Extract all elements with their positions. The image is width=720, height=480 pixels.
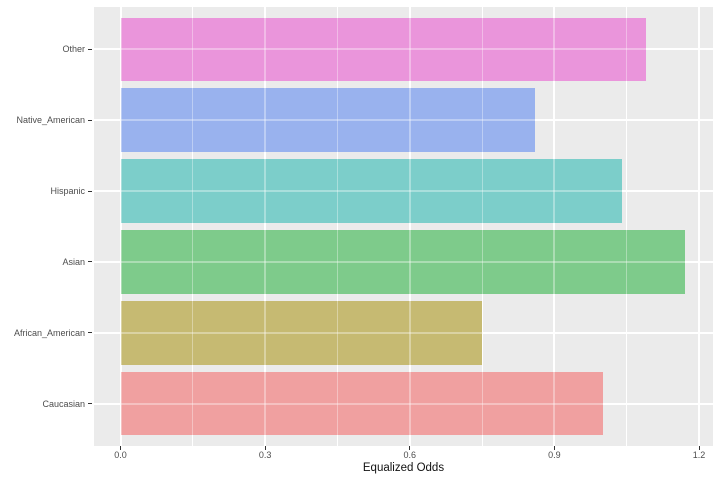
bar-hispanic (120, 159, 622, 223)
gridline-major-h (94, 48, 713, 51)
y-tick-mark (88, 332, 92, 334)
gridline-major-v (553, 7, 556, 446)
y-tick-label-hispanic: Hispanic (50, 186, 85, 197)
x-axis-title: Equalized Odds (362, 462, 445, 474)
gridline-major-v (698, 7, 701, 446)
y-tick-label-asian: Asian (62, 256, 85, 267)
bar-african_american (120, 300, 483, 365)
x-tick-mark (409, 446, 411, 450)
y-tick-mark (88, 261, 92, 263)
gridline-minor-v (336, 7, 338, 446)
gridline-minor-v (481, 7, 483, 446)
gridline-major-h (94, 119, 713, 122)
y-tick-mark (88, 119, 92, 121)
bar-native_american (120, 88, 536, 153)
gridline-minor-v (192, 7, 194, 446)
bar-asian (120, 230, 685, 294)
gridline-major-h (94, 260, 713, 263)
gridline-minor-v (192, 7, 194, 446)
plot-panel (94, 7, 713, 446)
gridline-major-v (264, 7, 267, 446)
gridline-minor-v (336, 7, 338, 446)
x-tick-mark (264, 446, 266, 450)
gridline-major-h (94, 402, 713, 405)
y-tick-label-caucasian: Caucasian (42, 398, 85, 409)
gridline-major-v (264, 7, 267, 446)
bar-other (120, 17, 646, 82)
gridline-major-v (119, 7, 122, 446)
bars-layer (94, 7, 713, 446)
gridline-major-h (94, 190, 713, 193)
y-tick-mark (88, 190, 92, 192)
x-tick-mark (698, 446, 700, 450)
y-tick-mark (88, 48, 92, 50)
y-tick-label-african_american: African_American (13, 327, 85, 338)
x-tick-mark (553, 446, 555, 450)
gridline-major-v (698, 7, 701, 446)
x-tick-label-0.3: 0.3 (258, 450, 272, 460)
bar-caucasian (120, 371, 603, 436)
x-tick-label-0.9: 0.9 (548, 450, 561, 460)
gridline-major-v (408, 7, 411, 446)
gridline-major-v (553, 7, 556, 446)
x-tick-label-1.2: 1.2 (692, 450, 706, 460)
y-tick-label-native_american: Native_American (16, 115, 85, 126)
x-tick-label-0.0: 0.0 (114, 450, 127, 460)
gridline-minor-v (626, 7, 628, 446)
gridlines-overlay-layer (94, 7, 713, 446)
gridline-major-v (408, 7, 411, 446)
y-tick-mark (88, 403, 92, 405)
y-tick-label-other: Other (62, 44, 85, 55)
x-tick-label-0.6: 0.6 (403, 450, 416, 460)
gridline-minor-v (481, 7, 483, 446)
gridline-minor-v (626, 7, 628, 446)
x-tick-mark (120, 446, 121, 450)
gridline-major-v (119, 7, 122, 446)
gridline-major-h (94, 331, 713, 334)
